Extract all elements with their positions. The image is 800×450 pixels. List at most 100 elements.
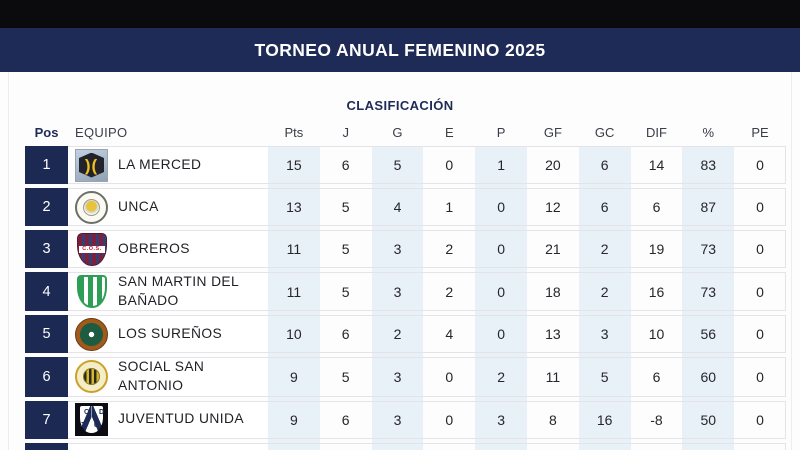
stat-cell: 0 — [756, 283, 764, 300]
column-header-gc: GC — [594, 124, 615, 140]
standings-panel: CLASIFICACIÓN Pos EQUIPO Pts J G E P GF … — [0, 98, 800, 450]
stat-cell: 6 — [600, 199, 609, 215]
table-row[interactable]: 3 OBREROS 11 5 3 2 0 21 2 19 73 0 — [25, 230, 786, 268]
table-row[interactable]: 4 SAN MARTIN DEL BAÑADO 11 5 3 2 0 18 2 16 73 0 — [25, 272, 786, 312]
stat-cell: 2 — [497, 368, 505, 385]
stat-cell: 87 — [700, 199, 717, 215]
team-name: LOS SUREÑOS — [118, 325, 223, 341]
column-header-pts: Pts — [284, 124, 304, 140]
table-row[interactable]: 1 LA MERCED 15 6 5 0 1 20 6 14 83 0 — [25, 146, 786, 184]
team-cell: SOCIAL SAN ANTONIO — [72, 358, 268, 396]
stat-cell: 21 — [545, 241, 561, 257]
column-stripe — [371, 146, 424, 450]
stat-cell: 6 — [652, 199, 661, 215]
stat-cell: 3 — [393, 411, 402, 428]
table-row[interactable]: 6 SOCIAL SAN ANTONIO 9 5 3 0 2 11 5 6 60 0 — [25, 357, 786, 397]
column-header-dif: DIF — [646, 124, 667, 140]
stat-cell: 18 — [545, 283, 561, 300]
stat-cell: 0 — [445, 411, 454, 428]
stat-cell: 3 — [393, 241, 402, 257]
column-header-p: P — [496, 124, 506, 140]
stat-cell: 56 — [700, 326, 717, 343]
stat-cell: 15 — [286, 157, 302, 173]
column-header-gf: GF — [543, 124, 562, 140]
table-row[interactable]: 2 UNCA 13 5 4 1 0 12 6 6 87 0 — [25, 188, 786, 226]
stat-cell: 5 — [600, 368, 609, 385]
team-cell: LA MERCED — [72, 147, 268, 183]
stat-cell: 0 — [756, 157, 764, 173]
stat-cell — [631, 444, 683, 450]
stat-cell: 13 — [286, 199, 302, 215]
team-name: SAN MARTIN DEL BAÑADO — [118, 274, 239, 308]
stat-cell: 4 — [445, 326, 454, 343]
column-header-pe: PE — [751, 124, 769, 140]
column-header-j: J — [342, 124, 349, 140]
stat-cell: 11 — [286, 283, 302, 300]
column-stripe — [475, 146, 527, 450]
team-crest-icon — [75, 360, 108, 394]
stat-cell: 0 — [756, 368, 764, 385]
team-crest-icon — [75, 148, 108, 182]
stat-cell: 10 — [286, 326, 302, 343]
stat-cell: 8 — [548, 411, 557, 428]
stat-cell: 20 — [545, 157, 561, 173]
team-cell: SAN MARTIN DEL BAÑADO — [72, 273, 268, 311]
stat-cell: 2 — [445, 241, 454, 257]
stat-cell: 0 — [756, 199, 764, 215]
stat-cell — [734, 444, 786, 450]
stat-cell — [372, 444, 424, 450]
stat-cell: 2 — [393, 326, 402, 343]
stat-cell — [527, 444, 579, 450]
team-name: LA MERCED — [118, 156, 202, 172]
stat-cell: 9 — [290, 368, 298, 385]
stat-cell — [475, 444, 527, 450]
column-stripe — [268, 146, 320, 450]
stat-cell: 5 — [341, 283, 350, 300]
position-cell: 4 — [25, 272, 68, 312]
stat-cell: 6 — [341, 411, 350, 428]
stat-cell: 9 — [290, 411, 298, 428]
table-row[interactable] — [25, 442, 786, 450]
team-name: SOCIAL SAN ANTONIO — [118, 359, 205, 393]
stat-cell: 5 — [341, 199, 350, 215]
table-header-row: Pos EQUIPO Pts J G E P GF GC DIF % PE — [0, 121, 800, 143]
stat-cell: 3 — [600, 326, 609, 343]
team-crest-icon — [77, 232, 107, 266]
top-black-bar — [0, 0, 800, 28]
stat-cell: 2 — [600, 283, 609, 300]
stat-cell: 6 — [341, 326, 350, 343]
stat-cell: 12 — [545, 199, 561, 215]
stat-cell: 83 — [700, 157, 717, 173]
stat-cell: 0 — [497, 241, 505, 257]
stat-cell — [579, 444, 631, 450]
stat-cell: 16 — [596, 411, 613, 428]
stat-cell: 14 — [648, 157, 665, 173]
position-cell: 6 — [25, 357, 68, 397]
table-row[interactable]: 7 JUVENTUD UNIDA 9 6 3 0 3 8 16 -8 50 0 — [25, 400, 786, 439]
stat-cell — [320, 444, 372, 450]
column-stripe — [682, 146, 735, 450]
stat-cell: 2 — [600, 241, 609, 257]
team-name: UNCA — [118, 198, 159, 214]
team-cell: OBREROS — [72, 231, 268, 267]
stat-cell: 5 — [341, 368, 350, 385]
position-cell: 3 — [25, 230, 68, 268]
column-header-pos: Pos — [34, 124, 59, 140]
stat-cell: 6 — [600, 157, 609, 173]
stat-cell: 10 — [648, 326, 665, 343]
stat-cell — [682, 444, 734, 450]
position-cell: 5 — [25, 315, 68, 354]
team-cell: UNCA — [72, 189, 268, 225]
stat-cell: 3 — [393, 283, 402, 300]
team-cell: LOS SUREÑOS — [72, 316, 268, 353]
stat-cell: 4 — [393, 199, 402, 215]
team-cell: JUVENTUD UNIDA — [72, 401, 268, 438]
stat-cell: 5 — [393, 157, 402, 173]
table-row[interactable]: 5 LOS SUREÑOS 10 6 2 4 0 13 3 10 56 0 — [25, 315, 786, 354]
stat-cell: 19 — [648, 241, 665, 257]
stat-cell: 1 — [497, 157, 505, 173]
stat-cell — [423, 444, 475, 450]
table-subtitle: CLASIFICACIÓN — [346, 98, 454, 113]
team-name: JUVENTUD UNIDA — [118, 411, 244, 427]
